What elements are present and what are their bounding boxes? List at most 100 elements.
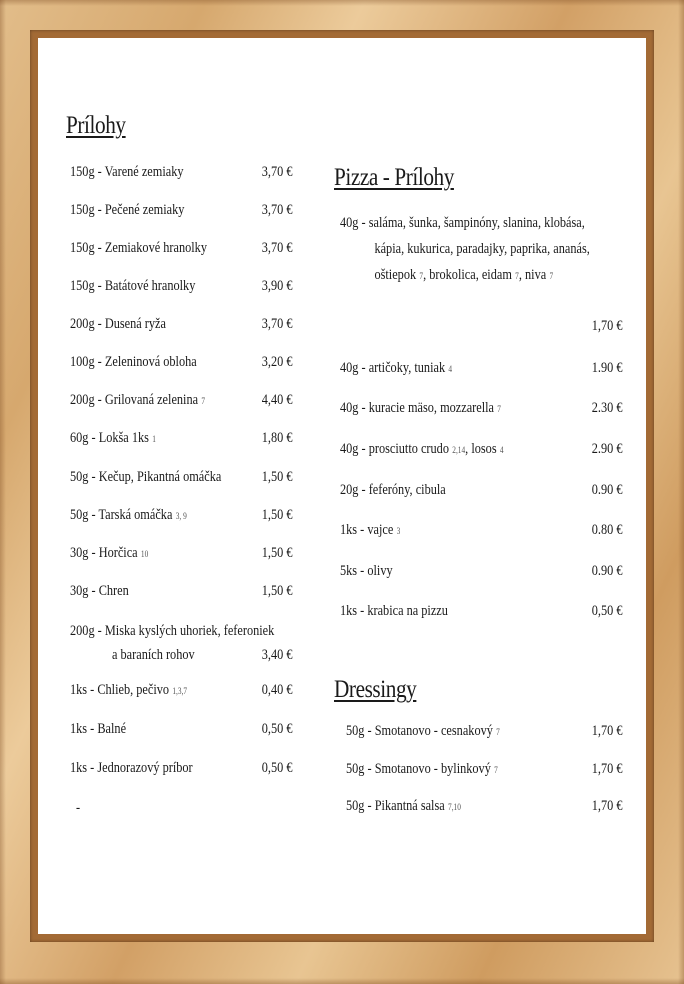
menu-item: 200g - Dusená ryža <box>70 315 166 333</box>
menu-item: 150g - Batátové hranolky <box>70 277 195 295</box>
item-price: 1,50 € <box>261 507 292 523</box>
item-name: 1ks - vajce <box>340 522 394 538</box>
item-price: 3,40 € <box>261 647 292 663</box>
item-name: 40g - kuracie mäso, mozzarella <box>340 400 495 416</box>
item-name: 200g - Dusená ryža <box>70 316 166 332</box>
allergen: 3, 9 <box>175 511 187 521</box>
menu-item: 30g - Horčica 10 <box>70 544 148 563</box>
item-price: 0.80 € <box>591 522 622 538</box>
menu-item: 40g - artičoky, tuniak 4 <box>340 359 452 378</box>
item-name: 1ks - krabica na pizzu <box>340 603 448 619</box>
menu-item: 60g - Lokša 1ks 1 <box>70 429 156 448</box>
menu-item: 1ks - Chlieb, pečivo 1,3,7 <box>70 681 187 700</box>
menu-item: 1ks - Jednorazový príbor <box>70 759 193 777</box>
pizza-first-item: 40g - saláma, šunka, šampinóny, slanina,… <box>340 210 590 289</box>
menu-item: 150g - Zemiakové hranolky <box>70 239 207 257</box>
item-name: 50g - Smotanovo - cesnakový <box>346 723 493 739</box>
item-price: 3,70 € <box>261 316 292 332</box>
menu-item: 1ks - krabica na pizzu <box>340 602 448 620</box>
allergen: 7,10 <box>448 802 461 812</box>
section-title-pizza: Pizza - Prílohy <box>334 164 454 191</box>
item-line: 40g - saláma, šunka, šampinóny, slanina,… <box>340 215 585 231</box>
item-price: 1,70 € <box>591 761 622 777</box>
menu-item: 40g - kuracie mäso, mozzarella 7 <box>340 399 501 418</box>
item-price: 1,70 € <box>591 318 622 334</box>
item-price: 1,50 € <box>261 469 292 485</box>
item-price: 1,70 € <box>591 723 622 739</box>
item-name: 150g - Pečené zemiaky <box>70 202 185 218</box>
allergen: 7 <box>201 396 206 406</box>
menu-page <box>38 38 646 934</box>
item-name: 30g - Horčica <box>70 545 138 561</box>
item-name: 5ks - olivy <box>340 563 393 579</box>
menu-item: 30g - Chren <box>70 582 129 600</box>
item-text: oštiepok <box>374 267 417 283</box>
menu-item: 150g - Varené zemiaky <box>70 163 184 181</box>
item-name: 150g - Varené zemiaky <box>70 164 184 180</box>
menu-item: 5ks - olivy <box>340 562 393 580</box>
allergen: 7 <box>549 271 554 281</box>
item-price: 2.90 € <box>591 441 622 457</box>
allergen: 4 <box>499 445 504 455</box>
allergen: 7 <box>494 765 498 775</box>
item-price: 0,50 € <box>261 760 292 776</box>
item-price: 0,50 € <box>591 603 622 619</box>
item-name: 50g - Tarská omáčka <box>70 507 173 523</box>
item-line: oštiepok 7, brokolica, eidam 7, niva 7 <box>340 262 590 289</box>
menu-item: 50g - Tarská omáčka 3, 9 <box>70 506 187 525</box>
allergen: 1,3,7 <box>172 686 188 696</box>
menu-item: 50g - Smotanovo - bylinkový 7 <box>346 760 498 779</box>
item-name: 40g - prosciutto crudo <box>340 441 449 457</box>
allergen: 7 <box>497 404 502 414</box>
item-price: 0.90 € <box>591 482 622 498</box>
item-price: 3,70 € <box>261 164 292 180</box>
item-name: 50g - Pikantná salsa <box>346 798 445 814</box>
allergen: 3 <box>396 526 401 536</box>
item-price: 0,50 € <box>261 721 292 737</box>
menu-item: 200g - Miska kyslých uhoriek, feferoniek <box>70 622 274 640</box>
item-price: 2.30 € <box>591 400 622 416</box>
item-name: 200g - Grilovaná zelenina <box>70 392 199 408</box>
section-title-prilohy: Prílohy <box>66 112 126 139</box>
item-name: 50g - Smotanovo - bylinkový <box>346 761 491 777</box>
item-price: 1,70 € <box>591 798 622 814</box>
allergen: 7 <box>496 727 500 737</box>
item-name: 50g - Kečup, Pikantná omáčka <box>70 469 222 485</box>
item-name: , losos <box>465 441 497 457</box>
menu-item: 1ks - vajce 3 <box>340 521 400 540</box>
item-name: 1ks - Balné <box>70 721 127 737</box>
item-price: 1,50 € <box>261 583 292 599</box>
item-price: 4,40 € <box>261 392 292 408</box>
allergen: 2,14 <box>452 445 466 455</box>
item-price: 3,90 € <box>261 278 292 294</box>
menu-item: 50g - Kečup, Pikantná omáčka <box>70 468 221 486</box>
item-name: 1ks - Jednorazový príbor <box>70 760 193 776</box>
allergen: 4 <box>448 364 453 374</box>
item-price: 3,70 € <box>261 240 292 256</box>
item-price: 0.90 € <box>591 563 622 579</box>
allergen: 7 <box>515 271 519 281</box>
menu-item: 100g - Zeleninová obloha <box>70 353 197 371</box>
item-name: 150g - Zemiakové hranolky <box>70 240 207 256</box>
item-price: 1,50 € <box>261 545 292 561</box>
item-name: 150g - Batátové hranolky <box>70 278 196 294</box>
item-name: 100g - Zeleninová obloha <box>70 354 197 370</box>
menu-item: 40g - prosciutto crudo 2,14, losos 4 <box>340 440 504 459</box>
item-price: 0,40 € <box>261 682 292 698</box>
item-name: 200g - Miska kyslých uhoriek, feferoniek <box>70 623 275 639</box>
item-name: 40g - artičoky, tuniak <box>340 360 446 376</box>
allergen: 10 <box>140 549 149 559</box>
menu-item: 1ks - Balné <box>70 720 126 738</box>
item-line: kápia, kukurica, paradajky, paprika, ana… <box>374 241 590 257</box>
item-name: 30g - Chren <box>70 583 129 599</box>
item-price: 3,70 € <box>261 202 292 218</box>
item-text: , brokolica, eidam <box>423 267 512 283</box>
section-title-dressingy: Dressingy <box>334 676 417 703</box>
item-price: 1,80 € <box>261 430 292 446</box>
item-price: 3,20 € <box>261 354 292 370</box>
menu-item: 200g - Grilovaná zelenina 7 <box>70 391 205 410</box>
item-price: 1.90 € <box>591 360 622 376</box>
item-text: , niva <box>518 267 547 283</box>
trailing-dash: - <box>76 800 81 816</box>
allergen: 1 <box>152 434 156 444</box>
